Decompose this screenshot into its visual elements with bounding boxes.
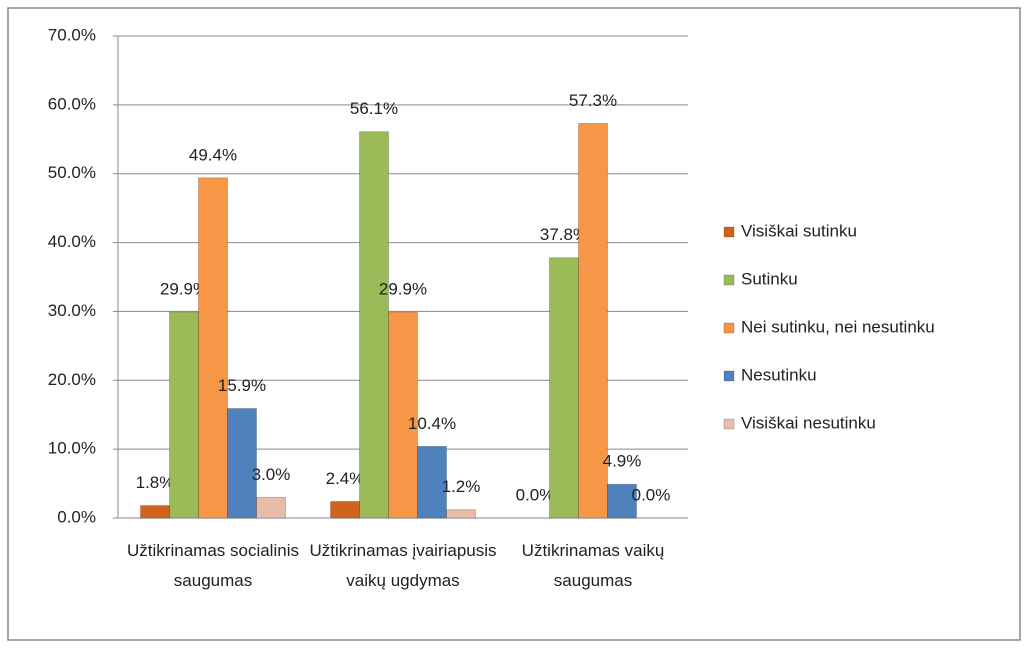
data-label: 29.9% [379,280,427,299]
bar [417,445,447,519]
y-tick-label: 70.0% [48,25,96,44]
legend-swatch [723,322,735,334]
x-tick-label-box: Užtikrinamas socialinis saugumas [127,541,299,590]
bar [388,311,418,519]
legend-label: Nei sutinku, nei nesutinku [741,317,935,336]
x-tick-label: Užtikrinamas vaikų saugumas [521,541,665,590]
x-tick-label: Užtikrinamas įvairiapusis vaikų ugdymas [309,541,497,590]
legend-label: Sutinku [741,269,798,288]
legend-label: Nesutinku [741,365,817,384]
y-tick-label: 30.0% [48,301,96,320]
bar [578,123,608,519]
legend-swatch [723,226,735,238]
data-label: 37.8% [540,225,588,244]
x-tick-label-box: Užtikrinamas vaikų saugumas [521,541,665,590]
data-label: 3.0% [252,465,291,484]
data-label: 29.9% [160,280,208,299]
legend-swatch [723,274,735,286]
legend-swatch [723,370,735,382]
y-tick-label: 50.0% [48,163,96,182]
bar [169,311,199,519]
legend-label: Visiškai nesutinku [741,413,876,432]
data-label: 0.0% [516,485,555,504]
data-label: 57.3% [569,91,617,110]
x-tick-label-box: Užtikrinamas įvairiapusis vaikų ugdymas [309,541,497,590]
bar [607,483,637,519]
data-label: 4.9% [603,452,642,471]
bar [256,496,286,519]
data-label: 0.0% [632,485,671,504]
y-tick-label: 0.0% [57,507,96,526]
bar [140,505,170,519]
data-label: 10.4% [408,414,456,433]
bar [330,501,360,519]
legend-label: Visiškai sutinku [741,221,857,240]
data-label: 56.1% [350,99,398,118]
data-label: 1.2% [442,477,481,496]
x-tick-label: Užtikrinamas socialinis saugumas [127,541,299,590]
legend-swatch [723,418,735,430]
bar [549,257,579,519]
data-label: 1.8% [136,473,175,492]
bar [198,177,228,519]
data-label: 49.4% [189,145,237,164]
data-label: 2.4% [326,469,365,488]
y-tick-label: 40.0% [48,232,96,251]
y-tick-label: 20.0% [48,370,96,389]
data-label: 15.9% [218,376,266,395]
bar [359,131,389,519]
bar [446,509,476,519]
y-tick-label: 10.0% [48,439,96,458]
bar [227,408,257,519]
y-tick-label: 60.0% [48,94,96,113]
